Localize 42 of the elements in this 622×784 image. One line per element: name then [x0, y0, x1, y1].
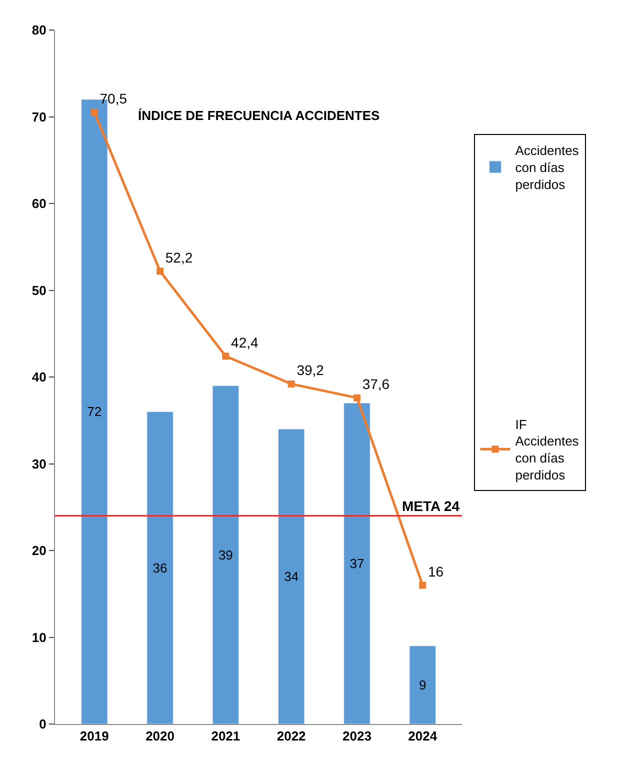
ref-line-label: META 24: [402, 498, 460, 514]
data-label: 39: [218, 547, 233, 562]
legend-label: IF Accidentes con días perdidos: [515, 416, 580, 483]
x-tick-label: 2024: [408, 728, 438, 744]
point: [90, 108, 98, 116]
bar: [278, 428, 305, 724]
x-tick-label: 2022: [276, 728, 306, 744]
point: [156, 268, 164, 275]
data-label: 36: [152, 560, 168, 576]
y-tick-label: 40: [32, 370, 46, 385]
y-tick-label: 70: [32, 109, 46, 124]
point: [353, 394, 360, 402]
x-tick-label: 2019: [80, 728, 109, 744]
y-tick-label: 20: [32, 543, 46, 558]
data-label: 37,6: [362, 376, 390, 392]
data-label: 39,2: [296, 362, 324, 378]
data-label: 34: [284, 569, 299, 584]
y-tick-label: 60: [32, 196, 46, 212]
data-label: 70,5: [100, 90, 128, 107]
point: [419, 582, 426, 589]
x-tick-label: 2021: [211, 728, 240, 744]
bar: [344, 402, 370, 724]
y-tick-label: 30: [32, 456, 46, 472]
data-label: 9: [418, 677, 426, 692]
data-label: 16: [428, 563, 444, 580]
bar: [212, 385, 240, 724]
point: [222, 352, 230, 360]
y-tick-label: 50: [32, 282, 46, 298]
data-label: 72: [87, 404, 102, 420]
text: ÍNDICE DE FRECUENCIA ACCIDENTES: [138, 108, 380, 123]
x-tick-label: 2023: [342, 728, 372, 744]
legend-label: Accidentes con días perdidos: [515, 143, 580, 192]
data-label: 37: [350, 556, 364, 572]
y-tick-label: 0: [39, 716, 46, 732]
y-tick-label: 80: [32, 22, 46, 38]
y-tick-label: 10: [32, 630, 46, 645]
bar: [409, 646, 436, 724]
bar: [146, 411, 174, 724]
data-label: 42,4: [231, 334, 259, 350]
point: [288, 380, 295, 388]
x-tick-label: 2020: [146, 728, 174, 744]
data-label: 52,2: [165, 249, 193, 266]
